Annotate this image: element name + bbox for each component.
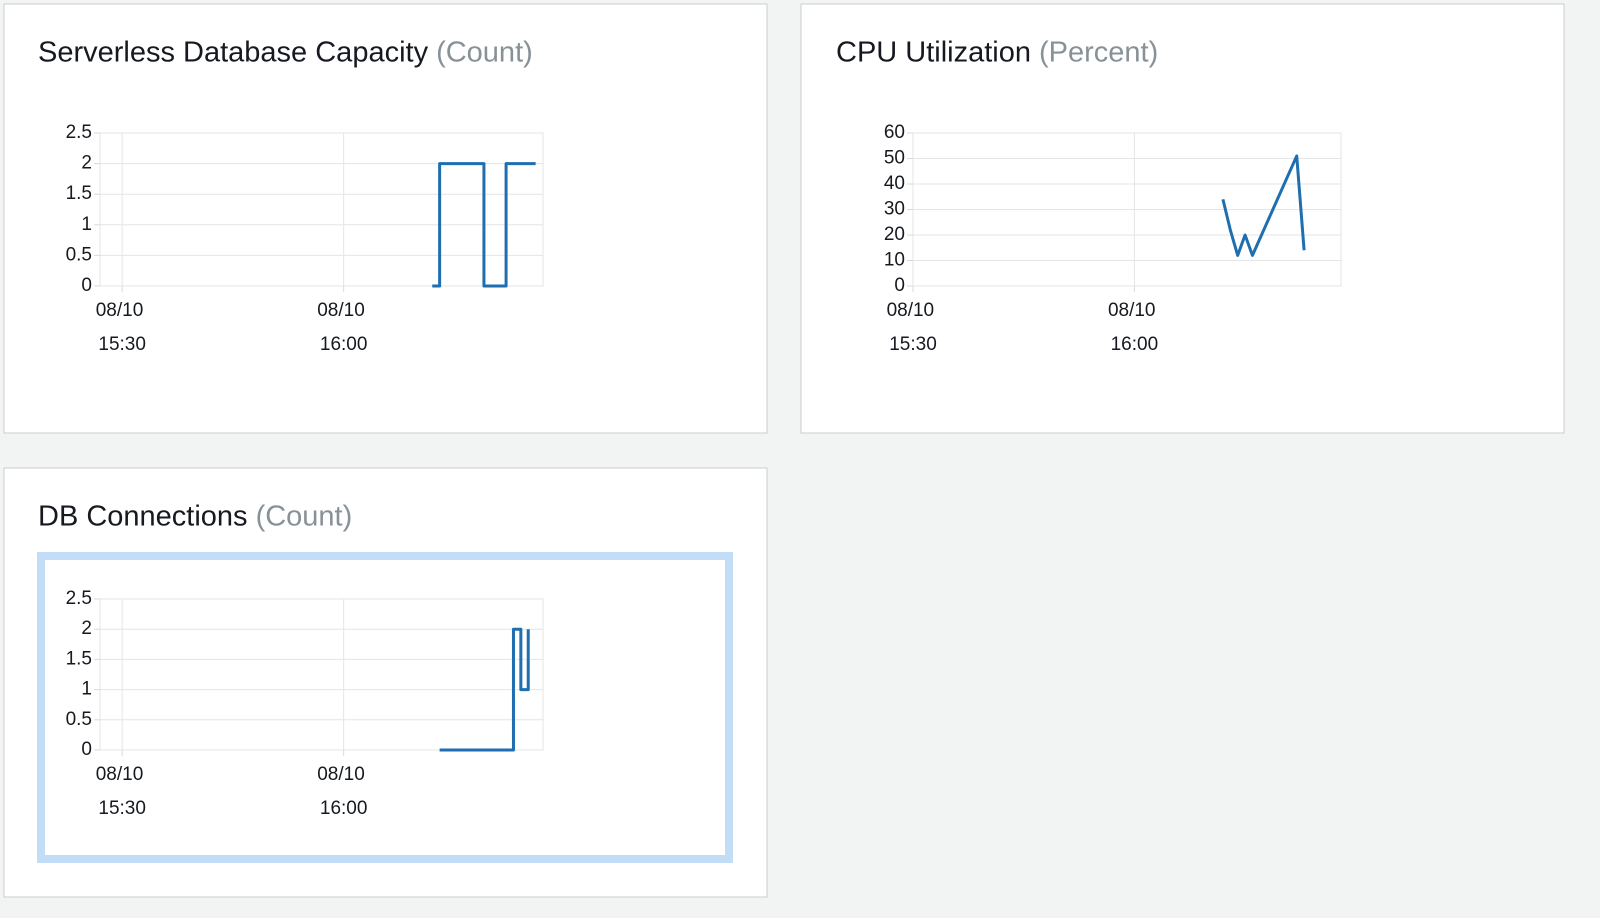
- x-tick-label: 08/10 15:30: [96, 300, 149, 355]
- y-tick-label: 50: [884, 148, 905, 169]
- chart-unit: (Count): [436, 37, 533, 69]
- y-tick-label: 20: [884, 224, 905, 245]
- chart-title: Serverless Database Capacity: [38, 37, 429, 69]
- y-tick-label: 0.5: [66, 244, 92, 265]
- data-line: [432, 162, 536, 288]
- y-tick-label: 2: [81, 618, 92, 639]
- y-tick-label: 0: [894, 275, 905, 296]
- y-tick-label: 2.5: [66, 122, 92, 143]
- y-tick-label: 0: [81, 275, 92, 296]
- x-tick-label: 08/10 16:00: [317, 764, 370, 819]
- y-tick-label: 1: [81, 214, 92, 235]
- y-tick-label: 2: [81, 153, 92, 174]
- y-tick-label: 1: [81, 679, 92, 700]
- x-tick-label: 08/10 16:00: [317, 300, 370, 355]
- focus-frame: [37, 552, 733, 863]
- data-line: [439, 627, 530, 752]
- y-tick-label: 0.5: [66, 709, 92, 730]
- x-tick-label: 08/10 16:00: [1108, 300, 1161, 355]
- panel: [800, 3, 1565, 434]
- y-tick-label: 30: [884, 199, 905, 220]
- y-tick-label: 2.5: [66, 588, 92, 609]
- y-tick-label: 1.5: [66, 183, 92, 204]
- chart-title: DB Connections: [38, 501, 248, 533]
- data-line: [1221, 154, 1306, 257]
- y-tick-label: 10: [884, 250, 905, 271]
- x-tick-label: 08/10 15:30: [96, 764, 149, 819]
- y-tick-label: 40: [884, 173, 905, 194]
- chart-unit: (Count): [256, 501, 353, 533]
- chart-title: CPU Utilization: [836, 37, 1031, 69]
- x-tick-label: 08/10 15:30: [887, 300, 940, 355]
- chart-unit: (Percent): [1039, 37, 1158, 69]
- y-tick-label: 60: [884, 122, 905, 143]
- y-tick-label: 0: [81, 739, 92, 760]
- y-tick-label: 1.5: [66, 648, 92, 669]
- panel: [3, 3, 768, 434]
